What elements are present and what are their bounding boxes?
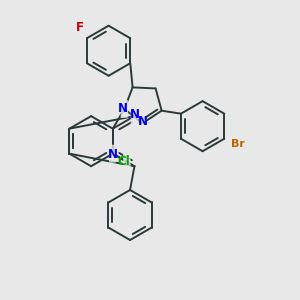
Text: Br: Br	[231, 139, 245, 149]
Text: Cl: Cl	[117, 155, 130, 168]
Text: N: N	[108, 148, 118, 161]
Text: F: F	[76, 21, 84, 34]
Text: N: N	[137, 115, 147, 128]
Text: N: N	[130, 109, 140, 122]
Text: N: N	[118, 101, 128, 115]
